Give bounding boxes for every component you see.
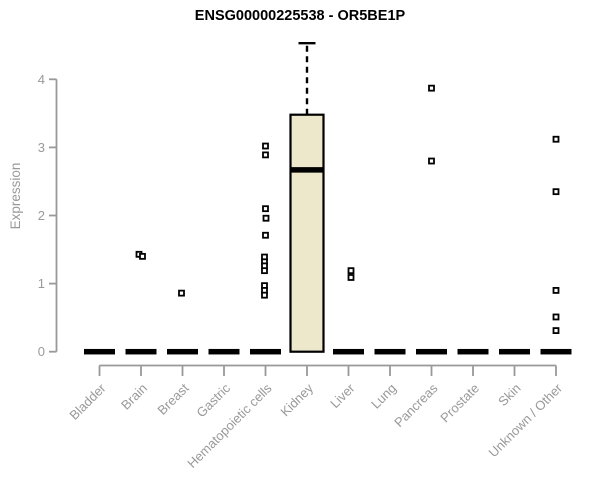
box xyxy=(289,113,325,353)
outlier-point xyxy=(139,252,146,260)
x-tick-label: Breast xyxy=(154,380,191,417)
x-tick-label: Prostate xyxy=(437,381,482,426)
outlier-point xyxy=(262,142,269,150)
x-tick-label: Pancreas xyxy=(391,380,441,430)
outlier-point xyxy=(261,267,268,275)
median-line xyxy=(499,348,530,355)
outlier-point xyxy=(178,289,185,297)
median-line xyxy=(540,348,572,355)
outlier-point xyxy=(262,231,269,239)
y-tick-label: 4 xyxy=(38,72,45,87)
outlier-point xyxy=(262,205,269,213)
outlier-point xyxy=(261,291,268,299)
outlier-point xyxy=(552,188,560,196)
median-line xyxy=(125,348,157,355)
outlier-point xyxy=(347,267,355,275)
chart-title: ENSG00000225538 - OR5BE1P xyxy=(195,8,406,24)
outlier-point xyxy=(552,287,560,294)
outlier-point xyxy=(347,274,355,281)
outlier-point xyxy=(552,313,560,321)
outlier-point xyxy=(262,214,270,222)
outlier-point xyxy=(552,327,560,334)
y-axis-title: Expression xyxy=(8,163,23,230)
x-tick-label: Unknown / Other xyxy=(486,380,566,460)
median-line xyxy=(333,348,364,355)
median-line xyxy=(208,348,240,355)
median-line xyxy=(167,348,198,355)
median-line xyxy=(457,348,489,355)
outlier-point xyxy=(552,135,560,143)
y-tick-label: 1 xyxy=(38,276,45,291)
median-line xyxy=(416,348,447,355)
y-tick-label: 0 xyxy=(38,344,45,359)
x-tick-label: Kidney xyxy=(277,380,316,419)
y-tick-label: 3 xyxy=(38,140,45,155)
x-tick-label: Skin xyxy=(495,381,523,409)
median-line xyxy=(84,348,115,355)
median-line xyxy=(374,348,406,355)
median-line xyxy=(290,167,324,173)
outlier-point xyxy=(428,84,435,92)
y-tick-label: 2 xyxy=(38,208,45,223)
outlier-point xyxy=(428,157,435,165)
x-tick-label: Lung xyxy=(368,381,399,412)
x-tick-label: Brain xyxy=(118,381,150,413)
median-line xyxy=(250,348,281,355)
x-tick-label: Gastric xyxy=(193,380,233,420)
x-tick-label: Liver xyxy=(327,380,358,411)
x-tick-label: Bladder xyxy=(66,380,109,423)
outlier-point xyxy=(262,151,269,159)
